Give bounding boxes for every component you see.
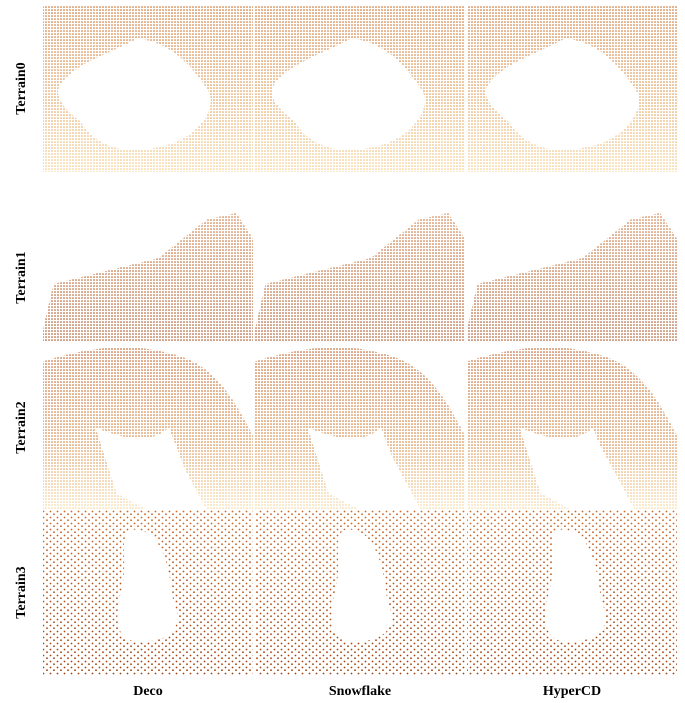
point-cloud-panel	[255, 213, 465, 342]
column-label: Deco	[133, 684, 163, 699]
figure: Terrain0 Terrain1 Terrain2 Terrain3 Deco Snow…	[0, 0, 685, 703]
row-label: Terrain3	[14, 566, 29, 618]
point-cloud-panel	[467, 213, 677, 342]
point-cloud-panel	[43, 213, 253, 342]
column-label: HyperCD	[543, 684, 601, 699]
row-label: Terrain1	[14, 251, 29, 303]
point-cloud	[255, 213, 465, 342]
row-label: Terrain2	[14, 401, 29, 453]
column-label: Snowflake	[329, 684, 391, 699]
row-label: Terrain0	[14, 62, 29, 114]
point-cloud	[467, 213, 677, 342]
point-cloud	[43, 213, 253, 342]
